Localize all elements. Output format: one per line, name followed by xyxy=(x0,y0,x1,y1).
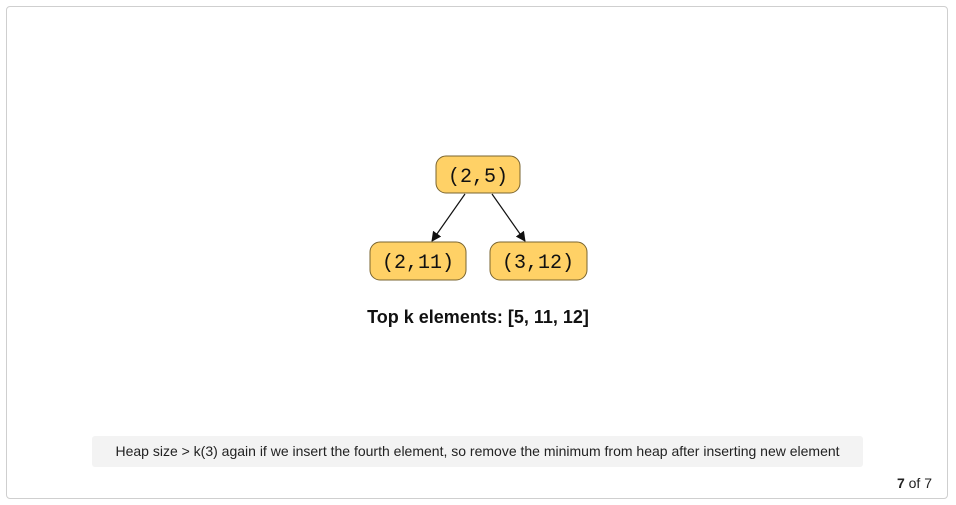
step-caption: Heap size > k(3) again if we insert the … xyxy=(92,436,863,467)
tree-node-root: (2,5) xyxy=(435,155,521,194)
pager-current: 7 xyxy=(896,475,905,491)
tree-node-root-label: (2,5) xyxy=(448,166,508,189)
tree-node-right-label: (3,12) xyxy=(502,252,574,275)
tree-node-right: (3,12) xyxy=(489,241,588,281)
tree-node-left: (2,11) xyxy=(369,241,467,281)
top-k-result: Top k elements: [5, 11, 12] xyxy=(367,307,589,327)
tree-node-left-label: (2,11) xyxy=(382,252,454,275)
slide-frame xyxy=(6,6,948,499)
pager-total: 7 xyxy=(924,475,932,491)
tree-edge-root-right xyxy=(491,193,526,242)
tree-edge-root-left xyxy=(431,193,466,242)
slide-pager: 7 of 7 xyxy=(897,475,932,491)
pager-separator: of xyxy=(908,475,921,491)
